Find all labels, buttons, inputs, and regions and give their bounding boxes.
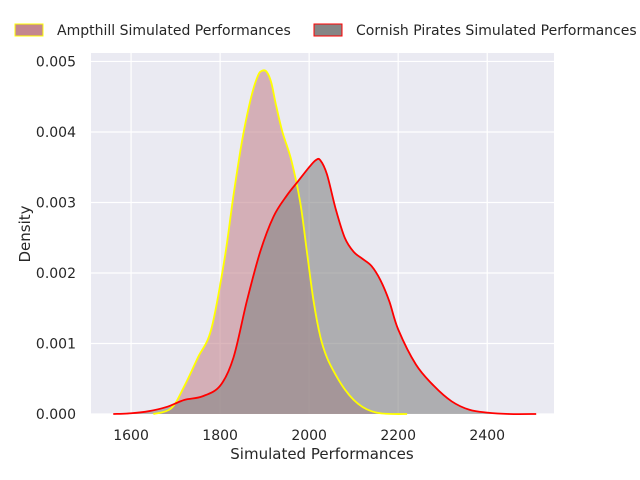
x-tick-label: 1800 (202, 428, 238, 444)
density-area-cornish-pirates (113, 158, 537, 415)
density-lines (113, 69, 537, 416)
legend: Ampthill Simulated Performances Cornish … (14, 23, 637, 39)
density-line-cornish-pirates (113, 157, 537, 416)
x-tick-label: 2000 (291, 428, 327, 444)
legend-label-cornish-pirates: Cornish Pirates Simulated Performances (356, 23, 637, 39)
y-tick-label: 0.005 (36, 54, 76, 70)
legend-label-ampthill: Ampthill Simulated Performances (57, 23, 291, 39)
legend-swatch-ampthill (14, 23, 44, 37)
y-tick-labels: 0.000 0.001 0.002 0.003 0.004 0.005 (36, 54, 76, 423)
density-fills (113, 70, 537, 415)
y-tick-label: 0.000 (36, 407, 76, 423)
y-tick-label: 0.004 (36, 125, 76, 141)
x-tick-label: 2200 (380, 428, 416, 444)
legend-swatch-cornish-pirates (313, 23, 343, 37)
x-tick-label: 1600 (113, 428, 149, 444)
x-axis-label: Simulated Performances (230, 445, 414, 463)
x-tick-label: 2400 (469, 428, 505, 444)
x-tick-labels: 1600 1800 2000 2200 2400 (113, 428, 505, 444)
y-tick-label: 0.002 (36, 266, 76, 282)
y-tick-label: 0.003 (36, 195, 76, 211)
density-line-ampthill (153, 69, 408, 415)
y-axis-label: Density (16, 205, 34, 262)
y-tick-label: 0.001 (36, 336, 76, 352)
